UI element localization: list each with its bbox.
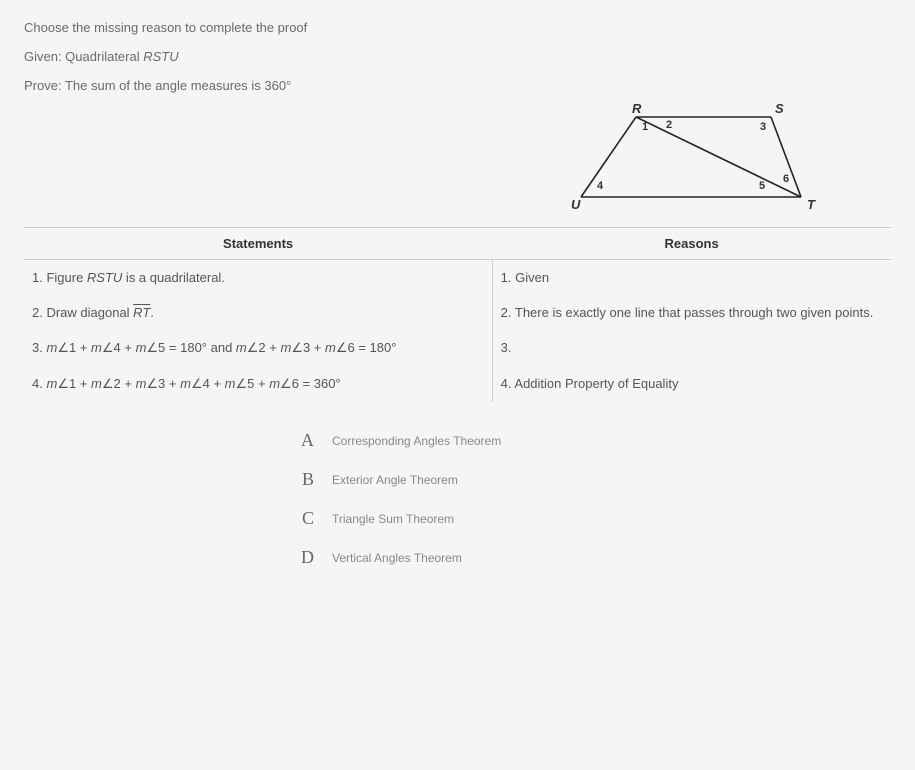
option-text: Corresponding Angles Theorem bbox=[332, 434, 501, 448]
option-text: Vertical Angles Theorem bbox=[332, 551, 462, 565]
option-row[interactable]: B Exterior Angle Theorem bbox=[274, 469, 891, 490]
given-text: Given: Quadrilateral RSTU bbox=[24, 49, 891, 64]
statements-header: Statements bbox=[24, 228, 492, 260]
table-row: 1. Figure RSTU is a quadrilateral.1. Giv… bbox=[24, 260, 891, 296]
option-text: Triangle Sum Theorem bbox=[332, 512, 454, 526]
option-row[interactable]: A Corresponding Angles Theorem bbox=[274, 430, 891, 451]
statement-cell: 2. Draw diagonal RT. bbox=[24, 295, 492, 330]
reasons-header: Reasons bbox=[492, 228, 891, 260]
reason-cell: 2. There is exactly one line that passes… bbox=[492, 295, 891, 330]
svg-text:2: 2 bbox=[666, 119, 672, 131]
option-letter: A bbox=[274, 430, 314, 451]
reason-cell: 4. Addition Property of Equality bbox=[492, 366, 891, 402]
statement-cell: 3. m∠1 + m∠4 + m∠5 = 180° and m∠2 + m∠3 … bbox=[24, 330, 492, 366]
proof-table-body: 1. Figure RSTU is a quadrilateral.1. Giv… bbox=[24, 260, 891, 403]
option-row[interactable]: C Triangle Sum Theorem bbox=[274, 508, 891, 529]
svg-text:R: R bbox=[632, 101, 642, 116]
figure-container: RSTU123456 bbox=[24, 107, 891, 207]
svg-text:3: 3 bbox=[760, 121, 766, 133]
quadrilateral-figure: RSTU123456 bbox=[571, 107, 811, 207]
answer-options: A Corresponding Angles Theorem B Exterior A… bbox=[274, 430, 891, 568]
table-row: 2. Draw diagonal RT.2. There is exactly … bbox=[24, 295, 891, 330]
instruction-text: Choose the missing reason to complete th… bbox=[24, 20, 891, 35]
svg-text:U: U bbox=[571, 197, 581, 212]
svg-text:5: 5 bbox=[759, 180, 765, 192]
proof-table: Statements Reasons 1. Figure RSTU is a q… bbox=[24, 227, 891, 402]
option-text: Exterior Angle Theorem bbox=[332, 473, 458, 487]
svg-text:1: 1 bbox=[642, 121, 648, 133]
reason-cell: 3. bbox=[492, 330, 891, 366]
option-letter: C bbox=[274, 508, 314, 529]
statement-cell: 1. Figure RSTU is a quadrilateral. bbox=[24, 260, 492, 296]
reason-cell: 1. Given bbox=[492, 260, 891, 296]
svg-text:S: S bbox=[775, 101, 784, 116]
table-row: 4. m∠1 + m∠2 + m∠3 + m∠4 + m∠5 + m∠6 = 3… bbox=[24, 366, 891, 402]
option-letter: D bbox=[274, 547, 314, 568]
given-shape: RSTU bbox=[143, 49, 178, 64]
svg-text:6: 6 bbox=[783, 173, 789, 185]
table-row: 3. m∠1 + m∠4 + m∠5 = 180° and m∠2 + m∠3 … bbox=[24, 330, 891, 366]
given-prefix: Given: Quadrilateral bbox=[24, 49, 143, 64]
option-letter: B bbox=[274, 469, 314, 490]
option-row[interactable]: D Vertical Angles Theorem bbox=[274, 547, 891, 568]
svg-text:T: T bbox=[807, 197, 816, 212]
statement-cell: 4. m∠1 + m∠2 + m∠3 + m∠4 + m∠5 + m∠6 = 3… bbox=[24, 366, 492, 402]
prove-text: Prove: The sum of the angle measures is … bbox=[24, 78, 891, 93]
svg-text:4: 4 bbox=[597, 180, 604, 192]
